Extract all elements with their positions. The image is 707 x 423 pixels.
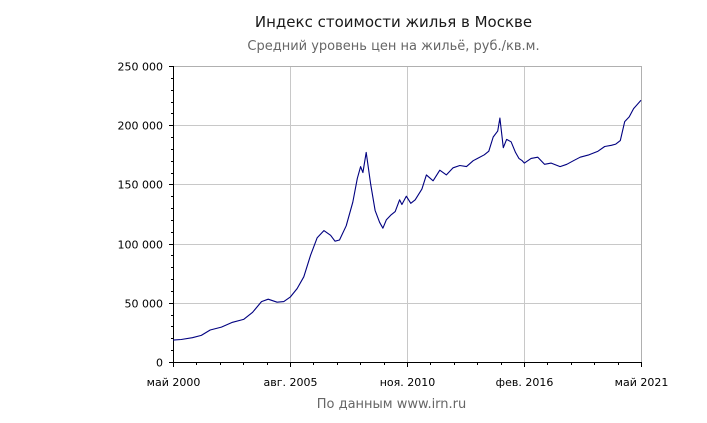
y-tick-label: 100 000 (118, 239, 164, 252)
chart-title: Индекс стоимости жилья в Москве (254, 13, 533, 31)
ticks (169, 66, 642, 367)
series-line (172, 99, 642, 341)
x-tick-label: май 2021 (615, 376, 669, 389)
series (172, 99, 642, 341)
chart-subtitle: Средний уровень цен на жильё, руб./кв.м. (247, 39, 540, 54)
x-tick-label: май 2000 (147, 376, 201, 389)
x-tick-label: авг. 2005 (264, 376, 318, 389)
y-tick-label: 0 (156, 357, 163, 370)
x-tick-label: фев. 2016 (496, 376, 554, 389)
y-tick-label: 50 000 (125, 298, 164, 311)
y-tick-label: 200 000 (118, 120, 164, 133)
grid (173, 66, 641, 362)
y-tick-label: 250 000 (118, 61, 164, 74)
x-tick-label: ноя. 2010 (380, 376, 436, 389)
tick-labels: 0 50 000 100 000 150 000 200 000 250 000 май 2… (118, 61, 669, 390)
y-tick-label: 150 000 (118, 179, 164, 192)
source-note: По данным www.irn.ru (316, 397, 467, 412)
